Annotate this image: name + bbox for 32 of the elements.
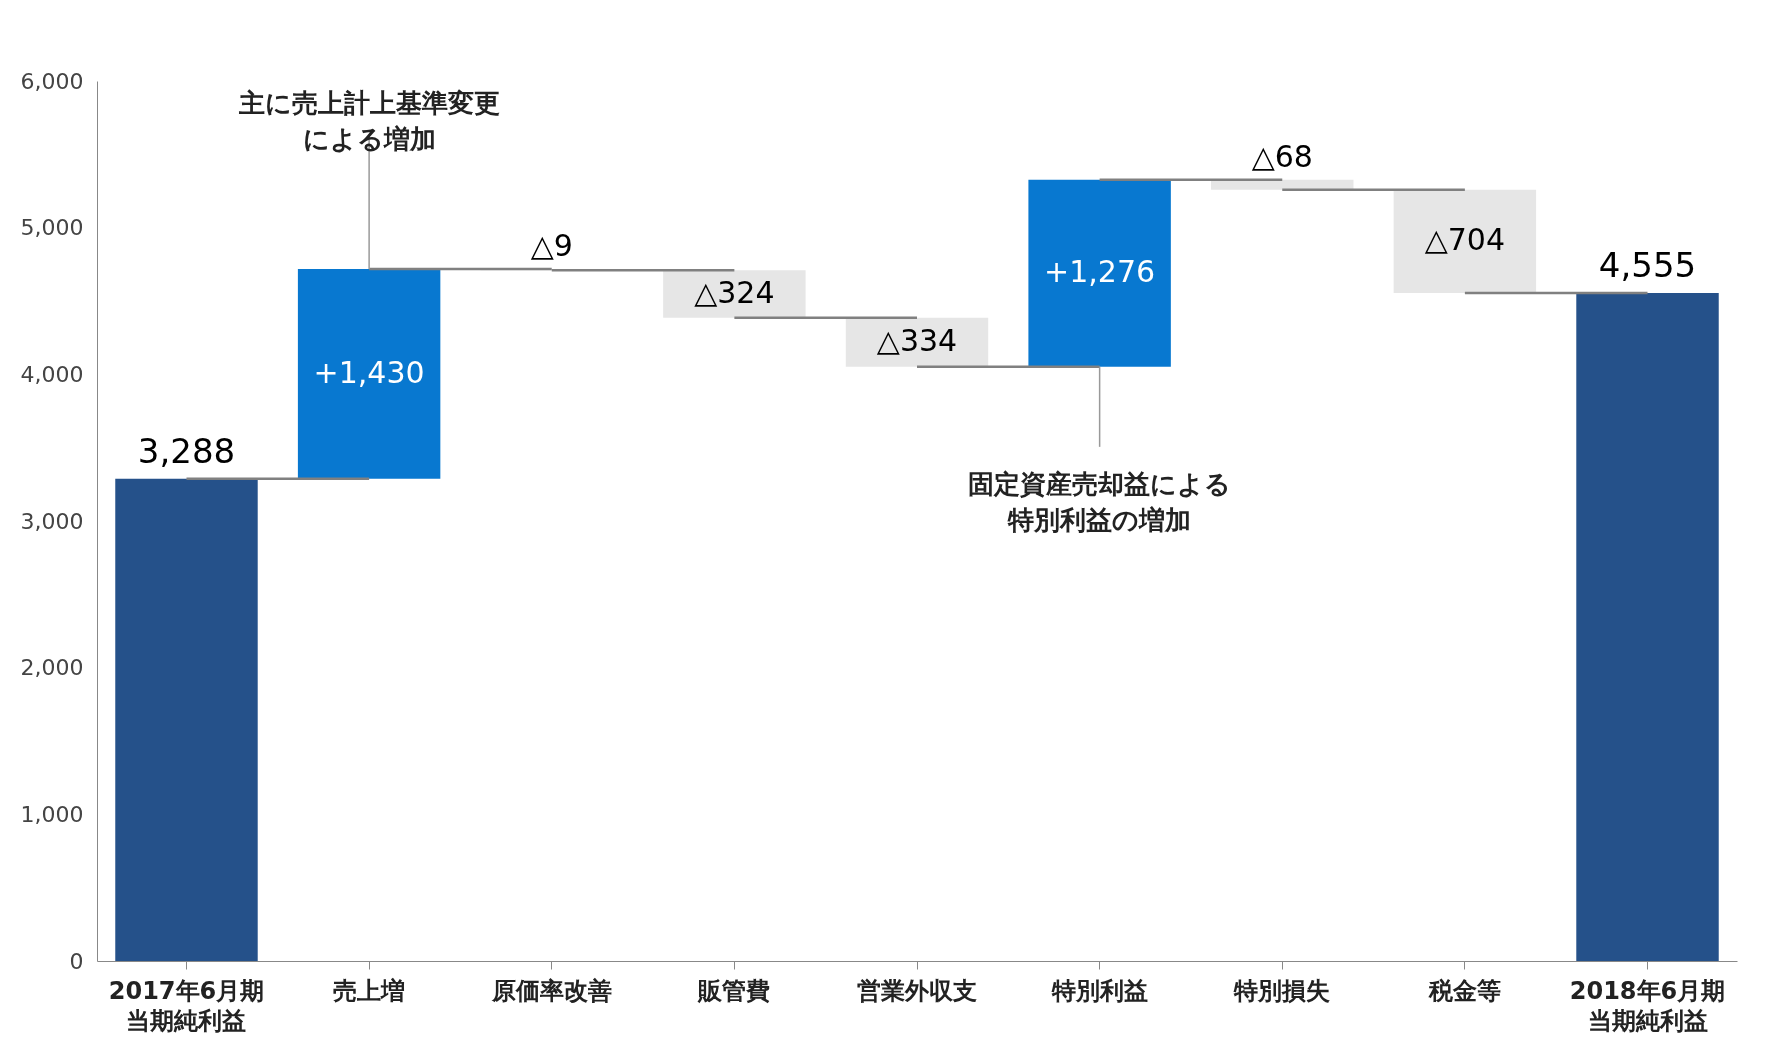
x-tick-label: 原価率改善	[490, 976, 612, 1005]
y-tick-label: 1,000	[20, 801, 84, 827]
x-tick-label: 営業外収支	[857, 976, 977, 1005]
y-tick-label: 3,000	[20, 508, 84, 534]
data-label: △334	[876, 323, 958, 359]
bar	[1393, 189, 1537, 293]
y-tick-label: 4,000	[20, 361, 84, 387]
y-tick-label: 5,000	[20, 215, 84, 241]
y-tick-label: 6,000	[20, 68, 84, 94]
x-tick-label: 販管費	[697, 976, 771, 1005]
annotation: 主に売上計上基準変更による増加	[237, 88, 500, 155]
data-label: 4,555	[1598, 244, 1697, 285]
data-label: △9	[530, 228, 573, 264]
x-tick-label: 2017年6月期当期純利益	[108, 976, 265, 1035]
data-label: +1,430	[313, 354, 425, 390]
data-label: △324	[694, 275, 775, 311]
x-tick-label: 2018年6月期当期純利益	[1569, 976, 1726, 1035]
annotation: 固定資産売却益による特別利益の増加	[968, 468, 1232, 535]
data-label: +1,276	[1044, 254, 1156, 290]
y-tick-label: 0	[69, 948, 84, 974]
data-label: △704	[1424, 222, 1506, 258]
x-tick-label: 税金等	[1427, 976, 1501, 1005]
x-tick-label: 売上増	[333, 976, 406, 1005]
y-tick-label: 2,000	[20, 655, 84, 681]
data-label: △68	[1251, 138, 1313, 174]
bar	[115, 478, 258, 961]
x-tick-label: 特別利益	[1050, 976, 1148, 1005]
bar	[1576, 292, 1719, 961]
bar	[297, 269, 441, 479]
bar	[1028, 179, 1171, 367]
x-tick-label: 特別損失	[1233, 976, 1331, 1005]
data-label: 3,288	[137, 430, 236, 471]
